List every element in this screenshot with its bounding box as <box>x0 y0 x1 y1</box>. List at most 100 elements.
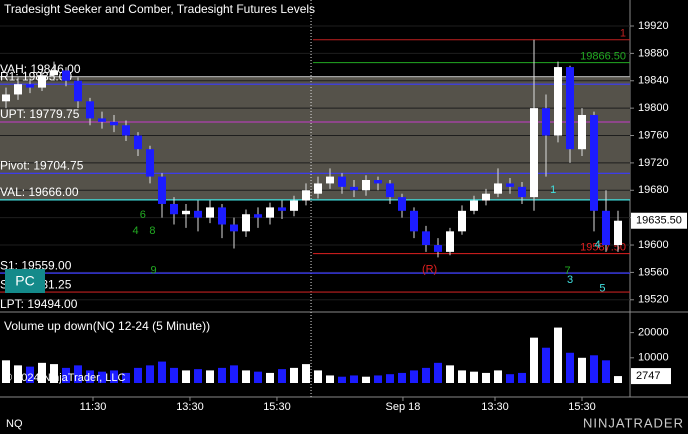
candle-body <box>290 200 298 211</box>
volume-bar <box>86 370 94 383</box>
candle-body <box>506 183 514 187</box>
volume-bar <box>578 357 586 383</box>
x-tick-label: 13:30 <box>481 401 509 413</box>
annotation: 5 <box>599 283 605 295</box>
volume-bar <box>482 372 490 383</box>
candle-body <box>278 207 286 211</box>
y-tick-label: 19880 <box>638 47 669 59</box>
volume-bar <box>446 365 454 383</box>
volume-bar <box>98 371 106 383</box>
volume-bar <box>374 375 382 383</box>
candle-body <box>362 180 370 191</box>
volume-bar <box>458 370 466 383</box>
y-tick-label: 19800 <box>638 102 669 114</box>
price-line-label: 1 <box>620 28 626 40</box>
y-tick-label: 20000 <box>638 327 669 339</box>
candle-body <box>98 118 106 122</box>
volume-bar <box>26 366 34 383</box>
volume-bar <box>494 370 502 383</box>
pc-button[interactable] <box>5 269 45 293</box>
y-tick-label: 10000 <box>638 352 669 364</box>
x-tick-label: 13:30 <box>176 401 204 413</box>
candle-body <box>482 193 490 201</box>
x-tick-label: 15:30 <box>568 401 596 413</box>
volume-bar <box>506 374 514 383</box>
volume-bar <box>470 371 478 383</box>
y-tick-label: 19760 <box>638 129 669 141</box>
volume-bar <box>254 371 262 383</box>
candle-body <box>230 224 238 232</box>
last-volume-label: 2747 <box>636 370 660 382</box>
candle-body <box>182 210 190 215</box>
candle-body <box>254 214 262 218</box>
candle-body <box>2 94 10 102</box>
volume-bar <box>398 372 406 383</box>
candle-body <box>578 114 586 150</box>
candle-body <box>26 84 34 88</box>
candle-body <box>542 108 550 136</box>
candle-body <box>266 207 274 218</box>
volume-bar <box>422 367 430 383</box>
candle-body <box>398 197 406 211</box>
volume-bar <box>338 376 346 383</box>
annotation: 3 <box>567 274 573 286</box>
candle-body <box>302 190 310 201</box>
volume-bar <box>362 376 370 383</box>
candle-body <box>374 180 382 184</box>
volume-bar <box>302 364 310 383</box>
volume-bar <box>158 361 166 383</box>
candle-body <box>422 231 430 246</box>
candle-body <box>170 203 178 215</box>
brand-logo: NINJATRADER <box>583 415 684 430</box>
candle-body <box>14 84 22 95</box>
candle-body <box>470 200 478 211</box>
volume-bar <box>50 364 58 383</box>
volume-bar <box>386 374 394 383</box>
last-volume-box <box>631 368 671 385</box>
level-label: VAL: 19666.00 <box>0 185 79 199</box>
candle-body <box>530 108 538 198</box>
volume-bar <box>518 372 526 383</box>
price-line-label: 19866.50 <box>580 51 626 63</box>
value-area <box>0 76 630 200</box>
volume-bar <box>230 365 238 383</box>
candle-body <box>566 67 574 150</box>
candle-body <box>206 207 214 218</box>
y-tick-label: 19720 <box>638 157 669 169</box>
y-tick-label: 19520 <box>638 294 669 306</box>
volume-bar <box>218 367 226 383</box>
chart-title: Tradesight Seeker and Comber, Tradesight… <box>4 2 315 16</box>
volume-bar <box>134 367 142 383</box>
level-label: Pivot: 19704.75 <box>0 159 84 173</box>
x-tick-label: 11:30 <box>80 401 107 413</box>
last-price-box <box>631 212 687 229</box>
y-tick-label: 19560 <box>638 266 669 278</box>
annotation: 7 <box>565 265 571 277</box>
candle-body <box>446 231 454 252</box>
volume-bar <box>122 372 130 383</box>
volume-bar <box>2 360 10 383</box>
volume-bar <box>14 365 22 383</box>
volume-bar <box>554 327 562 383</box>
volume-bar <box>566 352 574 383</box>
volume-bar <box>62 367 70 383</box>
candle-body <box>614 220 622 246</box>
volume-bar <box>290 367 298 383</box>
candle-body <box>218 207 226 225</box>
pc-button-label[interactable]: PC <box>15 273 34 289</box>
level-label: LPT: 19494.00 <box>0 297 78 311</box>
volume-bar <box>194 369 202 383</box>
annotation: 4 <box>133 225 139 237</box>
y-tick-label: 19840 <box>638 75 669 87</box>
annotation: 6 <box>140 209 146 221</box>
volume-bar <box>266 372 274 383</box>
candle-body <box>74 80 82 102</box>
candle-body <box>62 70 70 81</box>
candle-body <box>590 114 598 211</box>
volume-bar <box>530 337 538 383</box>
candle-body <box>434 245 442 252</box>
y-tick-label: 19680 <box>638 184 669 196</box>
candle-body <box>326 176 334 184</box>
candle-body <box>86 101 94 119</box>
candle-body <box>458 210 466 232</box>
